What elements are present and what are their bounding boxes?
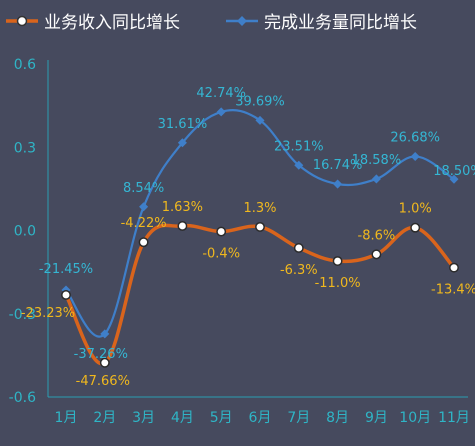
data-label-volume: 18.58%	[352, 153, 402, 168]
data-label-volume: 31.61%	[158, 117, 208, 132]
x-tick-label: 2月	[93, 410, 116, 426]
x-tick-label: 10月	[399, 410, 431, 426]
x-tick-label: 1月	[55, 410, 78, 426]
data-label-volume: 26.68%	[390, 130, 440, 145]
data-label-volume: 16.74%	[313, 158, 363, 173]
data-label-volume: 8.54%	[123, 181, 164, 196]
y-tick-label: 0.6	[14, 57, 36, 73]
legend-marker-revenue	[16, 15, 28, 27]
data-point-volume	[294, 160, 304, 170]
data-label-revenue: -4.22%	[121, 216, 167, 231]
y-tick-label: -0.6	[9, 390, 36, 406]
data-point-volume	[410, 151, 420, 161]
legend-label-revenue: 业务收入同比增长	[44, 13, 180, 33]
data-point-revenue	[255, 221, 265, 232]
x-tick-label: 11月	[438, 410, 470, 426]
data-label-volume: 42.74%	[196, 86, 246, 101]
x-tick-label: 8月	[326, 410, 349, 426]
data-label-revenue: -11.0%	[315, 276, 361, 291]
data-point-revenue	[293, 243, 304, 253]
data-point-revenue	[332, 256, 343, 266]
series-line-volume	[65, 109, 455, 338]
data-point-revenue	[410, 222, 421, 233]
data-label-revenue: -8.6%	[358, 228, 396, 243]
data-label-volume: 23.51%	[274, 139, 324, 154]
data-point-volume	[216, 107, 226, 117]
data-label-volume: -37.26%	[74, 347, 128, 362]
data-point-volume	[139, 202, 149, 212]
x-tick-label: 9月	[365, 410, 388, 426]
series-line-revenue	[64, 223, 456, 366]
data-point-revenue	[449, 262, 459, 273]
x-tick-label: 6月	[249, 410, 272, 426]
legend-label-volume: 完成业务量同比增长	[264, 13, 417, 33]
data-point-volume	[100, 329, 110, 339]
data-label-revenue: 1.63%	[162, 200, 203, 215]
data-point-volume	[371, 174, 381, 184]
data-label-revenue: -13.4%	[431, 283, 475, 298]
data-label-revenue: 1.3%	[243, 201, 276, 216]
y-tick-label: 0.3	[14, 140, 36, 156]
y-tick-label: -0.3	[9, 307, 36, 323]
x-tick-label: 5月	[210, 410, 233, 426]
data-point-revenue	[216, 226, 227, 237]
data-label-volume: -21.45%	[39, 262, 93, 277]
data-label-volume: 39.69%	[235, 94, 285, 109]
legend-marker-volume	[237, 16, 247, 26]
x-tick-label: 3月	[132, 410, 155, 426]
data-label-revenue: 1.0%	[399, 202, 432, 217]
data-point-volume	[333, 179, 343, 189]
data-label-revenue: -0.4%	[202, 247, 240, 262]
x-tick-label: 7月	[287, 410, 310, 426]
data-point-revenue	[61, 290, 71, 300]
data-point-revenue	[177, 221, 188, 231]
data-label-volume: 18.50%	[433, 164, 475, 179]
y-tick-label: 0.0	[14, 224, 36, 240]
data-point-revenue	[138, 237, 149, 248]
data-point-revenue	[99, 357, 110, 368]
data-label-revenue: -47.66%	[76, 374, 130, 389]
data-point-revenue	[371, 249, 382, 260]
data-label-revenue: -23.23%	[21, 306, 75, 321]
x-tick-label: 4月	[171, 410, 194, 426]
data-label-revenue: -6.3%	[280, 263, 318, 278]
